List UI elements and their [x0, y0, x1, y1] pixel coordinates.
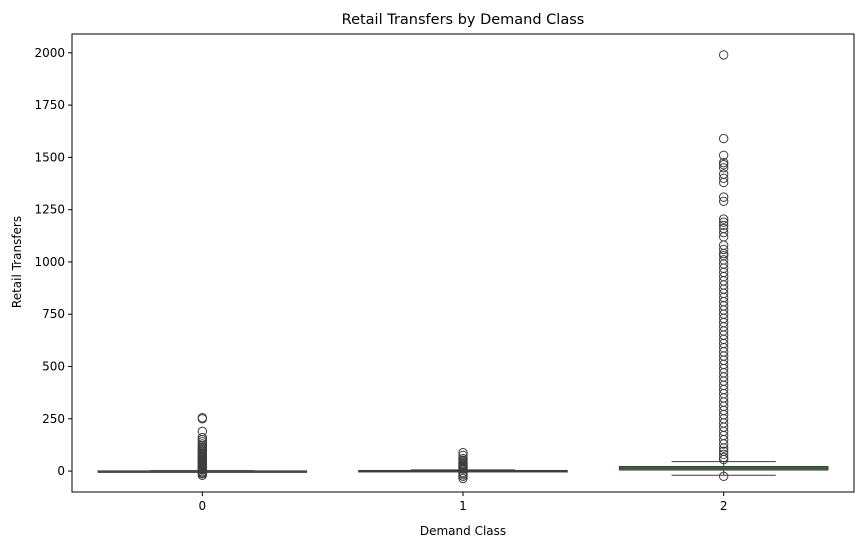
x-axis-label: Demand Class: [420, 524, 506, 538]
y-axis-label: Retail Transfers: [10, 216, 24, 308]
outlier-point: [718, 214, 729, 224]
outlier-point: [718, 439, 729, 449]
outlier-point: [197, 414, 208, 424]
y-tick-label: 750: [42, 307, 65, 321]
x-tick-label: 1: [459, 499, 467, 513]
outlier-point: [718, 443, 729, 453]
y-tick-label: 1750: [34, 98, 65, 112]
plot-frame: [71, 33, 855, 493]
x-tick-label: 2: [720, 499, 728, 513]
outlier-point: [718, 150, 729, 160]
outlier-point: [718, 454, 729, 465]
outlier-point: [718, 177, 729, 188]
y-tick-label: 1500: [34, 150, 65, 164]
outlier-point: [458, 473, 468, 484]
outlier-point: [718, 133, 729, 144]
outlier-point: [718, 449, 729, 460]
outlier-point: [718, 160, 729, 170]
y-tick-label: 500: [42, 360, 65, 374]
y-tick-label: 2000: [34, 46, 65, 60]
outlier-point: [718, 50, 729, 60]
outlier-point: [718, 173, 729, 184]
y-tick-label: 1000: [34, 255, 65, 269]
y-tick-label: 1250: [34, 203, 65, 217]
outlier-point: [718, 220, 729, 231]
plot-area: 0 250 500 750 1000 1250 1500 1750 2000 0 1 2: [34, 33, 855, 513]
outlier-point: [718, 196, 729, 207]
outlier-point: [718, 227, 729, 238]
outlier-point: [718, 244, 729, 255]
y-tick-label: 0: [57, 464, 65, 478]
y-tick-label: 250: [42, 412, 65, 426]
chart-title: Retail Transfers by Demand Class: [342, 12, 585, 28]
x-tick-label: 0: [199, 499, 207, 513]
outlier-point: [718, 163, 729, 173]
outlier-point: [718, 471, 729, 482]
outlier-point: [458, 464, 468, 474]
outlier-point: [718, 217, 729, 227]
outlier-point: [197, 470, 208, 480]
outlier-point: [718, 192, 729, 202]
